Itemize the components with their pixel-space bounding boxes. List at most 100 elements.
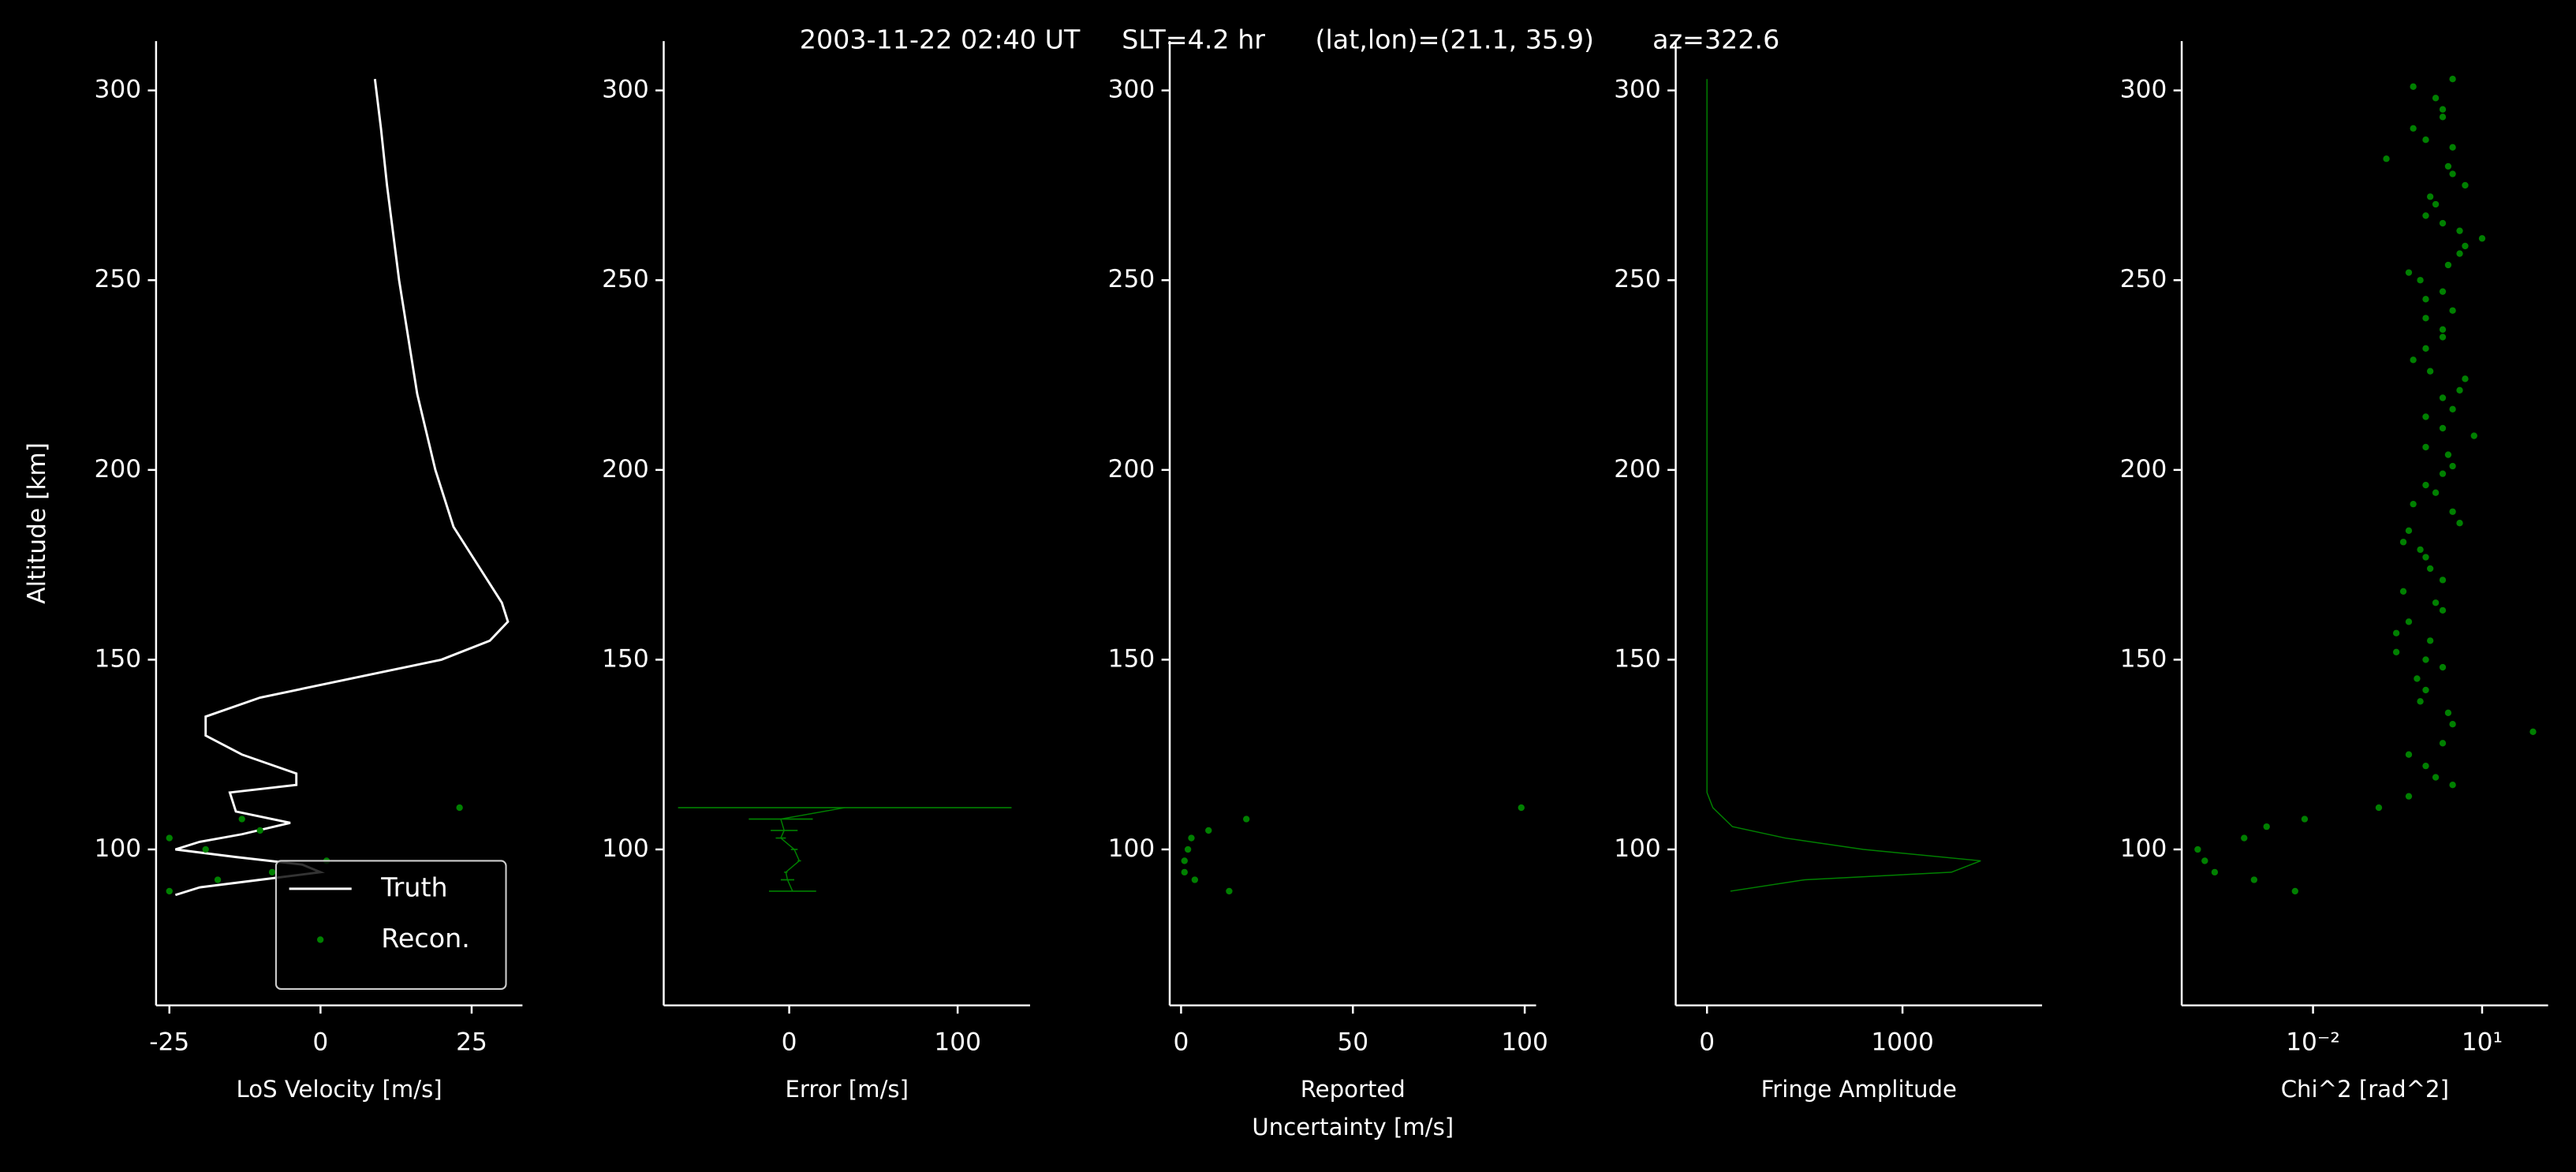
point <box>2462 181 2469 189</box>
point <box>1188 834 1195 842</box>
y-axis-label: Altitude [km] <box>23 442 51 604</box>
y-tick-label: 150 <box>2120 644 2167 673</box>
point <box>2405 527 2413 534</box>
point <box>2422 315 2429 322</box>
y-tick-label: 150 <box>602 644 649 673</box>
point <box>2422 554 2429 561</box>
legend-label: Recon. <box>381 923 470 954</box>
point <box>166 834 173 842</box>
point <box>2439 424 2447 432</box>
y-tick-label: 100 <box>1108 834 1155 863</box>
point <box>2449 462 2456 470</box>
point <box>2449 170 2456 177</box>
point <box>214 876 222 883</box>
point <box>2201 857 2208 864</box>
point <box>2422 686 2429 694</box>
point <box>2250 876 2258 883</box>
y-tick-label: 300 <box>602 76 649 104</box>
y-tick-label: 250 <box>1108 265 1155 293</box>
x-axis-label: Reported Uncertainty [m/s] <box>1252 1076 1454 1140</box>
y-tick-label: 250 <box>602 265 649 293</box>
point <box>1191 876 1199 883</box>
point <box>2439 326 2447 333</box>
point <box>2529 728 2537 736</box>
point <box>1243 816 1250 823</box>
y-tick-label: 150 <box>1108 644 1155 673</box>
x-axis-label: Error [m/s] <box>785 1076 909 1103</box>
y-tick-label: 250 <box>1614 265 1661 293</box>
point <box>2456 520 2463 527</box>
y-tick-label: 100 <box>2120 834 2167 863</box>
point <box>2410 356 2417 364</box>
point <box>2426 193 2434 200</box>
point <box>2422 296 2429 303</box>
y-tick-label: 100 <box>1614 834 1661 863</box>
point <box>2410 83 2417 91</box>
point <box>456 804 463 812</box>
point <box>1226 887 1233 895</box>
x-tick-label: 0 <box>312 1028 328 1057</box>
point <box>2432 774 2440 781</box>
point <box>2405 751 2413 758</box>
point <box>2194 845 2201 853</box>
y-tick-label: 300 <box>95 76 142 104</box>
y-tick-label: 150 <box>95 644 142 673</box>
x-tick-label: 25 <box>456 1028 487 1057</box>
point <box>2449 508 2456 515</box>
y-tick-label: 100 <box>95 834 142 863</box>
point <box>2432 200 2440 208</box>
y-tick-label: 300 <box>1108 76 1155 104</box>
y-tick-label: 300 <box>1614 76 1661 104</box>
point <box>2478 235 2486 242</box>
y-tick-label: 200 <box>1108 455 1155 483</box>
point <box>2422 762 2429 770</box>
point <box>2410 500 2417 508</box>
x-tick-label: 0 <box>1173 1028 1189 1057</box>
x-tick-label: 0 <box>782 1028 797 1057</box>
point <box>2439 394 2447 401</box>
point <box>1181 857 1188 864</box>
point <box>2405 793 2413 800</box>
point <box>202 845 209 853</box>
point <box>2422 443 2429 451</box>
point <box>2426 565 2434 573</box>
x-tick-label: 100 <box>934 1028 981 1057</box>
x-tick-label: 10⁻² <box>2286 1028 2340 1057</box>
x-tick-label: -25 <box>149 1028 189 1057</box>
x-tick-label: 1000 <box>1871 1028 1934 1057</box>
point <box>2426 368 2434 375</box>
point <box>2432 599 2440 607</box>
x-axis-label: LoS Velocity [m/s] <box>237 1076 442 1103</box>
point <box>2456 227 2463 234</box>
point <box>2422 212 2429 219</box>
point <box>2439 288 2447 295</box>
point <box>2439 334 2447 341</box>
point <box>2375 804 2383 812</box>
point <box>2422 481 2429 489</box>
point <box>1181 868 1188 876</box>
point <box>2301 816 2309 823</box>
point <box>268 868 276 876</box>
point <box>2449 307 2456 314</box>
point <box>2405 618 2413 625</box>
point <box>2399 539 2407 546</box>
point <box>2439 219 2447 227</box>
legend-box <box>274 860 507 990</box>
point <box>2462 375 2469 383</box>
x-tick-label: 10¹ <box>2462 1028 2503 1057</box>
point <box>2439 114 2447 121</box>
x-tick-label: 50 <box>1337 1028 1368 1057</box>
y-tick-label: 200 <box>1614 455 1661 483</box>
point <box>2444 451 2452 458</box>
x-axis-label: Chi^2 [rad^2] <box>2281 1076 2449 1103</box>
y-tick-label: 100 <box>602 834 649 863</box>
x-tick-label: 0 <box>1699 1028 1715 1057</box>
x-tick-label: 100 <box>1501 1028 1548 1057</box>
point <box>2444 709 2452 716</box>
point <box>2449 144 2456 151</box>
point <box>238 816 245 823</box>
y-tick-label: 200 <box>602 455 649 483</box>
point <box>2399 588 2407 595</box>
